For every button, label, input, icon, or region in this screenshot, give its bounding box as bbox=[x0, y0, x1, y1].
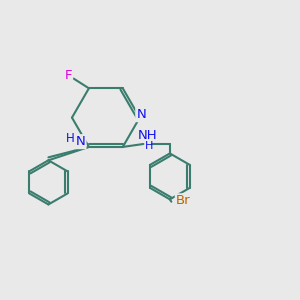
Text: H: H bbox=[145, 141, 154, 151]
Text: NH: NH bbox=[138, 129, 158, 142]
Text: Br: Br bbox=[176, 194, 190, 207]
Text: F: F bbox=[64, 68, 72, 82]
Text: H: H bbox=[66, 132, 75, 145]
Text: N: N bbox=[76, 135, 86, 148]
Text: N: N bbox=[136, 108, 146, 121]
